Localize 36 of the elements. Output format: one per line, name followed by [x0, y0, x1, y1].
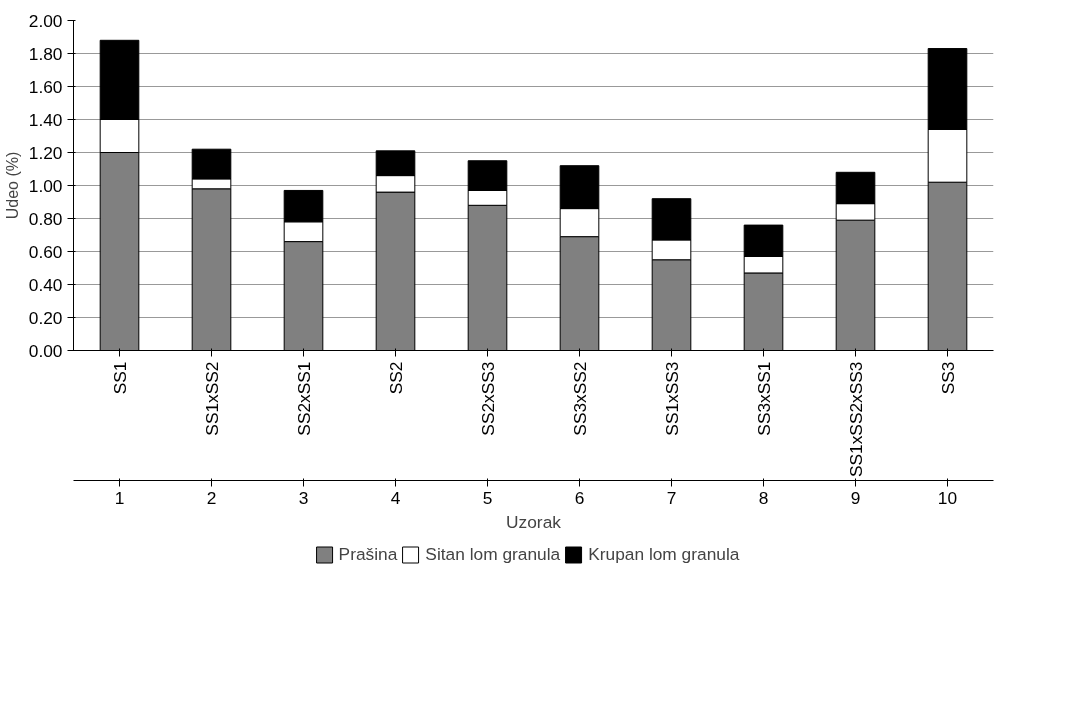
x-tick-label: SS1xSS3	[661, 361, 682, 436]
x-tick-label: SS1	[109, 361, 130, 395]
annotation: 4	[390, 487, 401, 508]
y-tick-label: 0.40	[28, 274, 63, 295]
y-tick-label: 1.20	[28, 142, 63, 163]
y-axis-title: Udeo (%)	[3, 151, 21, 220]
y-tick-label: 1.00	[28, 175, 63, 196]
annotation: 2	[206, 487, 217, 508]
annotation: 1	[114, 487, 125, 508]
y-tick-label: 0.00	[28, 340, 63, 361]
annotation: 8	[758, 487, 769, 508]
x-tick-label: SS2xSS1	[293, 361, 314, 436]
y-tick-label: 1.80	[28, 43, 63, 64]
annotation: 3	[298, 487, 309, 508]
x-tick-label: SS2	[385, 361, 406, 395]
x-tick-label: SS1xSS2	[201, 361, 222, 436]
x-tick-label: SS3xSS1	[753, 361, 774, 436]
annotation: 9	[850, 487, 861, 508]
legend-label: Prašina	[338, 543, 398, 565]
x-tick-label: SS3	[937, 361, 958, 395]
x-axis-title: Uzorak	[506, 511, 562, 532]
x-tick-label: SS3xSS2	[569, 361, 590, 436]
y-tick-label: 0.80	[28, 208, 63, 229]
annotation: 10	[937, 487, 958, 508]
y-tick-label: 0.20	[28, 307, 63, 328]
y-tick-label: 0.60	[28, 241, 63, 262]
legend-label: Krupan lom granula	[588, 543, 740, 565]
y-tick-label: 1.60	[28, 76, 63, 97]
y-tick-label: 2.00	[28, 10, 63, 31]
legend-label: Sitan lom granula	[425, 543, 561, 565]
x-tick-label: SS1xSS2xSS3	[845, 361, 866, 478]
y-tick-label: 1.40	[28, 109, 63, 130]
annotation: 6	[574, 487, 585, 508]
annotation: 5	[482, 487, 493, 508]
annotation: 7	[666, 487, 677, 508]
x-tick-label: SS2xSS3	[477, 361, 498, 436]
